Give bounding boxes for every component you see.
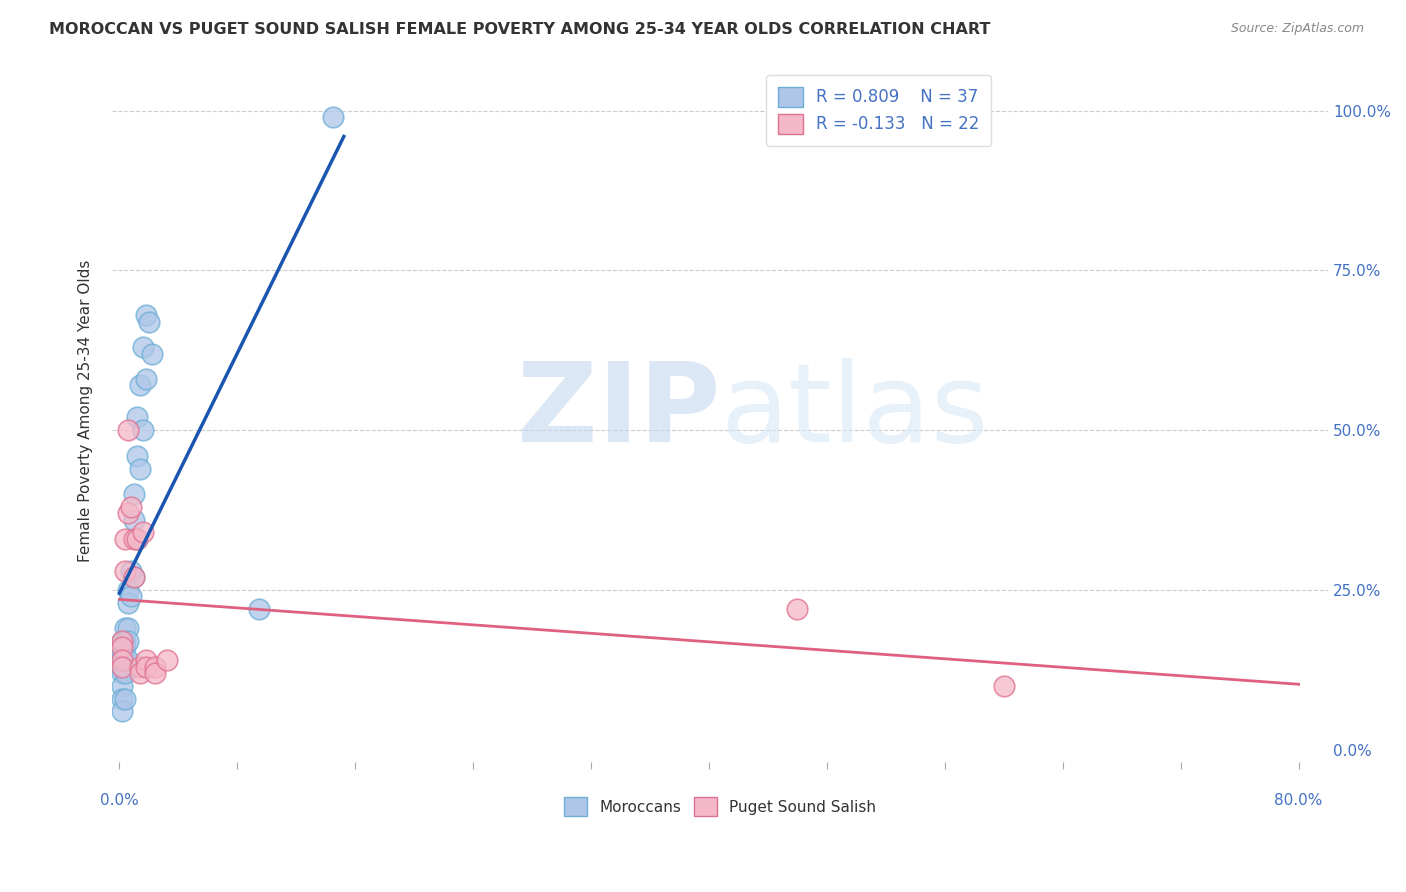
Point bbox=[114, 564, 136, 578]
Point bbox=[114, 634, 136, 648]
Point bbox=[135, 308, 157, 322]
Point bbox=[111, 640, 134, 655]
Point bbox=[117, 621, 139, 635]
Point bbox=[111, 679, 134, 693]
Point bbox=[117, 423, 139, 437]
Point bbox=[155, 653, 177, 667]
Point bbox=[111, 653, 134, 667]
Point bbox=[132, 423, 155, 437]
Point bbox=[786, 602, 808, 616]
Point bbox=[129, 665, 152, 680]
Point bbox=[141, 346, 163, 360]
Point bbox=[135, 372, 157, 386]
Point bbox=[122, 487, 145, 501]
Point bbox=[111, 634, 134, 648]
Point bbox=[111, 653, 134, 667]
Point bbox=[111, 691, 134, 706]
Point bbox=[122, 532, 145, 546]
Point bbox=[125, 449, 148, 463]
Point bbox=[138, 314, 160, 328]
Point bbox=[111, 659, 134, 673]
Point bbox=[114, 640, 136, 655]
Point bbox=[114, 665, 136, 680]
Point bbox=[114, 621, 136, 635]
Point bbox=[125, 532, 148, 546]
Point bbox=[120, 564, 142, 578]
Legend: Moroccans, Puget Sound Salish: Moroccans, Puget Sound Salish bbox=[555, 789, 884, 825]
Point bbox=[132, 340, 155, 354]
Point bbox=[111, 659, 134, 673]
Point bbox=[122, 570, 145, 584]
Point bbox=[117, 506, 139, 520]
Point bbox=[111, 647, 134, 661]
Point bbox=[117, 596, 139, 610]
Point bbox=[117, 634, 139, 648]
Point bbox=[111, 634, 134, 648]
Point bbox=[143, 659, 166, 673]
Point bbox=[135, 653, 157, 667]
Point bbox=[117, 582, 139, 597]
Point bbox=[135, 659, 157, 673]
Point bbox=[129, 461, 152, 475]
Point bbox=[132, 525, 155, 540]
Point bbox=[122, 570, 145, 584]
Point bbox=[120, 590, 142, 604]
Point bbox=[114, 691, 136, 706]
Point bbox=[129, 659, 152, 673]
Point bbox=[125, 410, 148, 425]
Text: MOROCCAN VS PUGET SOUND SALISH FEMALE POVERTY AMONG 25-34 YEAR OLDS CORRELATION : MOROCCAN VS PUGET SOUND SALISH FEMALE PO… bbox=[49, 22, 991, 37]
Text: atlas: atlas bbox=[720, 358, 988, 465]
Point bbox=[114, 653, 136, 667]
Point bbox=[249, 602, 271, 616]
Text: ZIP: ZIP bbox=[516, 358, 720, 465]
Text: 0.0%: 0.0% bbox=[100, 793, 139, 808]
Text: Source: ZipAtlas.com: Source: ZipAtlas.com bbox=[1230, 22, 1364, 36]
Point bbox=[125, 532, 148, 546]
Point bbox=[993, 679, 1015, 693]
Point bbox=[111, 665, 134, 680]
Point bbox=[114, 532, 136, 546]
Y-axis label: Female Poverty Among 25-34 Year Olds: Female Poverty Among 25-34 Year Olds bbox=[79, 260, 93, 562]
Point bbox=[129, 378, 152, 392]
Point bbox=[322, 110, 344, 124]
Text: 80.0%: 80.0% bbox=[1274, 793, 1323, 808]
Point bbox=[143, 665, 166, 680]
Point bbox=[111, 704, 134, 718]
Point bbox=[122, 513, 145, 527]
Point bbox=[117, 653, 139, 667]
Point bbox=[120, 500, 142, 514]
